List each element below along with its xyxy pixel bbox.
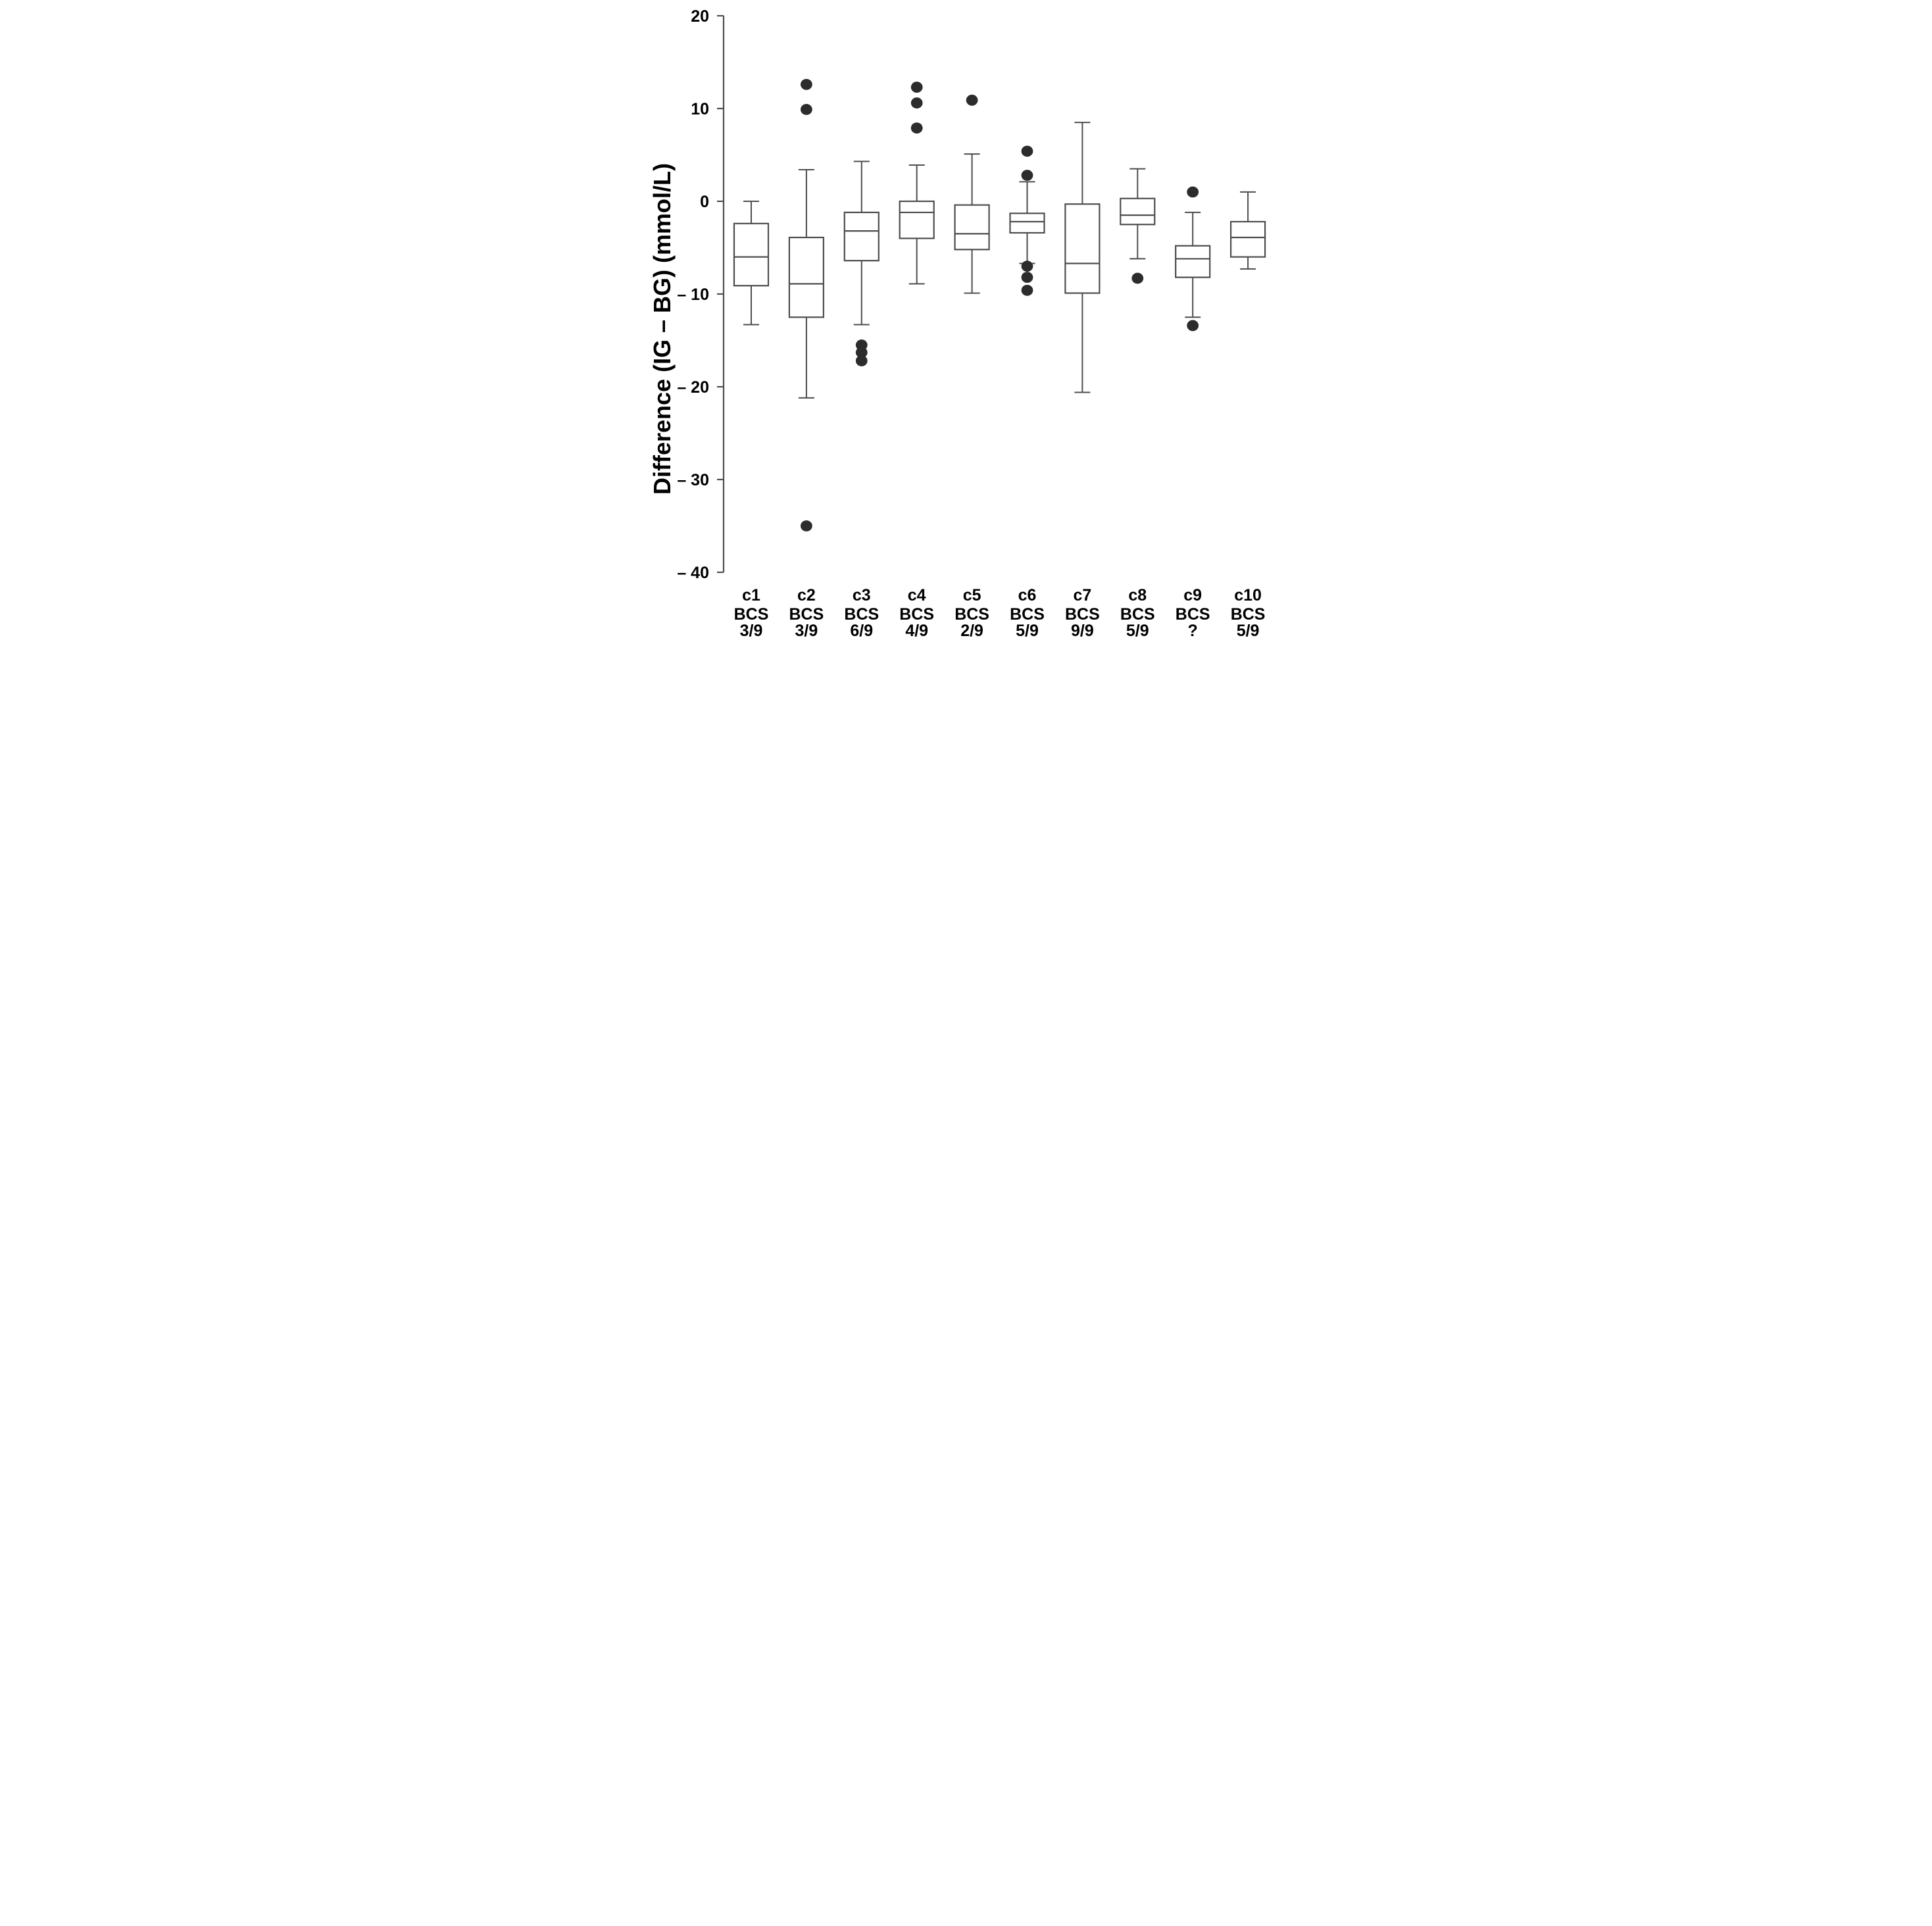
outlier-point <box>1021 145 1033 157</box>
boxplot-figure: Difference (IG – BG) (mmol/L) 20 10 0 – 10 –… <box>644 0 1288 642</box>
x-category-label: c4 <box>908 586 926 605</box>
outlier-point <box>1021 170 1033 181</box>
x-category-label: c9 <box>1183 586 1202 605</box>
boxplot-c9 <box>1175 186 1211 332</box>
x-category-label: c1 <box>742 586 760 605</box>
y-axis-tick-label: 20 <box>691 7 709 26</box>
iqr-box <box>788 236 824 318</box>
boxplot-c7 <box>1064 122 1101 393</box>
iqr-box <box>954 204 990 251</box>
x-bcs-value: 6/9 <box>850 622 873 640</box>
x-bcs-value: 3/9 <box>740 622 763 640</box>
outlier-point <box>801 78 812 90</box>
y-axis-tick-label: – 10 <box>677 285 709 304</box>
y-axis-tick-label: – 20 <box>677 378 709 397</box>
outlier-point <box>801 520 812 531</box>
boxplot-c1 <box>733 201 770 326</box>
x-axis-labels: c1BCS3/9c2BCS3/9c3BCS6/9c4BCS4/9c5BCS2/9… <box>734 586 1266 640</box>
y-axis-tick-label: – 40 <box>677 564 709 582</box>
x-bcs-value: ? <box>1188 622 1198 640</box>
outlier-point <box>1021 284 1033 296</box>
y-axis-tick-label: – 30 <box>677 471 709 489</box>
x-bcs-value: 5/9 <box>1237 622 1260 640</box>
x-bcs-value: 9/9 <box>1071 622 1094 640</box>
x-bcs-label: BCS <box>1120 605 1155 624</box>
x-bcs-value: 5/9 <box>1126 622 1149 640</box>
x-bcs-label: BCS <box>1065 605 1100 624</box>
iqr-box <box>733 222 770 287</box>
x-bcs-label: BCS <box>1176 605 1210 624</box>
boxplot-canvas: Difference (IG – BG) (mmol/L) 20 10 0 – 10 –… <box>649 7 1266 640</box>
outlier-point <box>910 97 923 109</box>
outlier-point <box>910 82 923 93</box>
y-axis: 20 10 0 – 10 – 20 – 30 – 40 <box>677 7 725 582</box>
iqr-box <box>899 200 935 239</box>
boxplot-c5 <box>954 94 990 294</box>
y-axis-tick-label: 0 <box>700 193 709 211</box>
outlier-point <box>1187 320 1199 332</box>
iqr-box <box>1009 212 1045 234</box>
x-bcs-label: BCS <box>954 605 989 624</box>
x-bcs-label: BCS <box>734 605 769 624</box>
x-bcs-label: BCS <box>789 605 824 624</box>
boxplot-c4 <box>899 82 935 285</box>
x-category-label: c2 <box>797 586 816 605</box>
boxplot-c8 <box>1120 168 1156 284</box>
boxplot-c3 <box>843 160 879 366</box>
boxplot-c10 <box>1229 191 1266 270</box>
x-category-label: c5 <box>963 586 981 605</box>
outlier-point <box>966 94 978 106</box>
iqr-box <box>843 211 879 262</box>
x-bcs-label: BCS <box>1010 605 1045 624</box>
x-bcs-value: 5/9 <box>1016 622 1039 640</box>
x-category-label: c7 <box>1073 586 1091 605</box>
x-category-label: c3 <box>853 586 871 605</box>
x-category-label: c10 <box>1234 586 1262 605</box>
outlier-point <box>855 355 868 366</box>
iqr-box <box>1064 203 1101 294</box>
x-bcs-value: 2/9 <box>960 622 983 640</box>
x-bcs-label: BCS <box>899 605 934 624</box>
outlier-point <box>855 347 868 358</box>
boxplot-series <box>733 78 1266 531</box>
x-bcs-label: BCS <box>844 605 879 624</box>
outlier-point <box>1187 186 1199 198</box>
x-bcs-value: 4/9 <box>905 622 928 640</box>
iqr-box <box>1175 245 1211 278</box>
outlier-point <box>801 104 812 115</box>
iqr-box <box>1229 220 1266 258</box>
x-category-label: c6 <box>1018 586 1037 605</box>
x-bcs-value: 3/9 <box>795 622 818 640</box>
outlier-point <box>910 122 923 134</box>
outlier-point <box>1021 260 1033 272</box>
iqr-box <box>1120 197 1156 226</box>
outlier-point <box>1021 272 1033 284</box>
boxplot-c6 <box>1009 145 1045 296</box>
y-axis-tick-label: 10 <box>691 100 709 118</box>
outlier-point <box>1131 272 1144 284</box>
y-axis-title: Difference (IG – BG) (mmol/L) <box>649 163 676 495</box>
boxplot-c2 <box>788 78 824 531</box>
x-category-label: c8 <box>1128 586 1147 605</box>
x-bcs-label: BCS <box>1231 605 1266 624</box>
